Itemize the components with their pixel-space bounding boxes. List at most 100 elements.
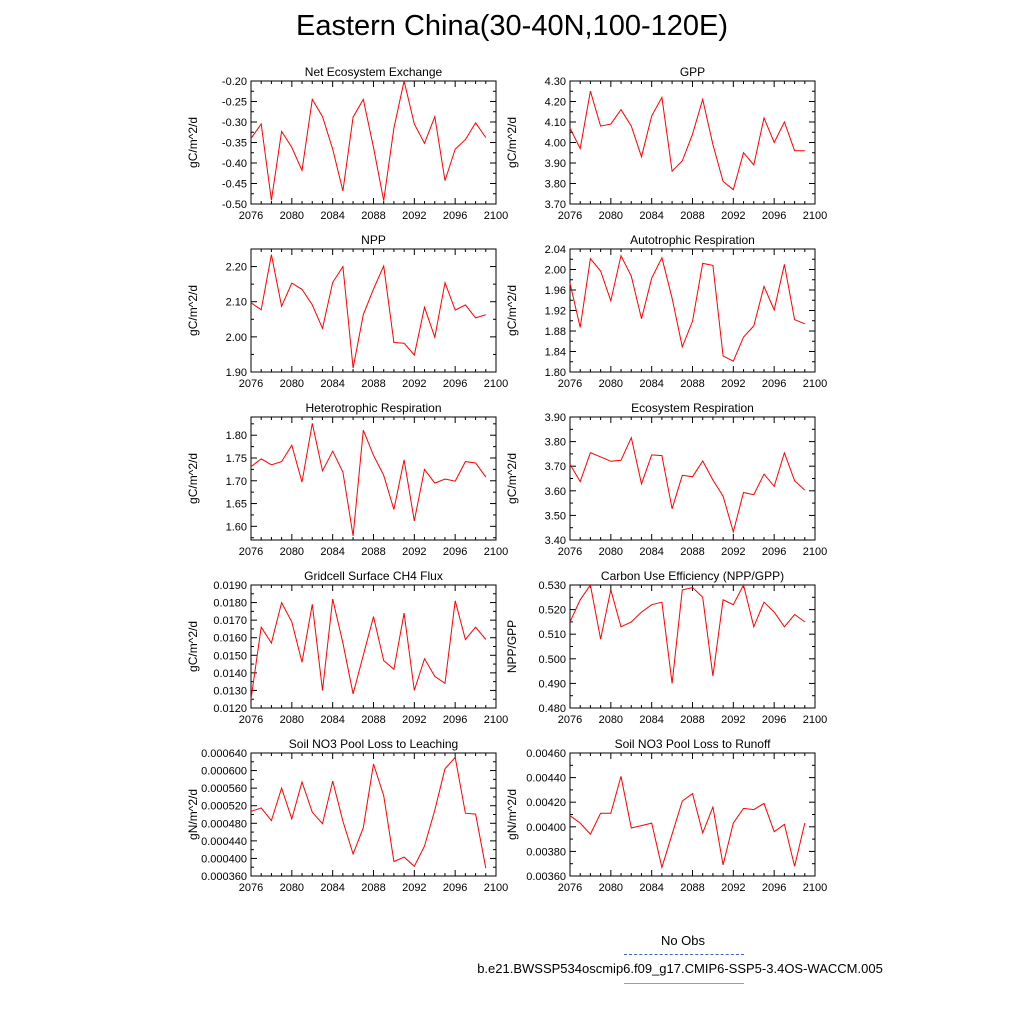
x-tick-label: 2080	[599, 714, 623, 726]
y-tick-label: 0.000440	[201, 836, 247, 848]
x-tick-label: 2096	[443, 378, 467, 390]
x-tick-label: 2100	[484, 210, 508, 222]
y-tick-label: 0.530	[538, 580, 566, 592]
x-tick-label: 2080	[599, 378, 623, 390]
x-tick-label: 2092	[721, 546, 745, 558]
y-axis-label: gC/m^2/d	[505, 285, 519, 336]
x-tick-label: 2088	[680, 546, 704, 558]
x-tick-label: 2084	[320, 714, 344, 726]
panel-title: Soil NO3 Pool Loss to Runoff	[615, 737, 772, 751]
y-axis-label: NPP/GPP	[505, 620, 519, 673]
y-tick-label: 3.70	[545, 199, 566, 211]
x-tick-label: 2080	[280, 546, 304, 558]
x-tick-label: 2080	[280, 210, 304, 222]
panel-1: Net Ecosystem Exchange gC/m^2/d 2076 2080 20…	[186, 65, 508, 222]
x-tick-label: 2100	[484, 882, 508, 894]
y-tick-label: 3.60	[545, 486, 566, 498]
x-tick-label: 2100	[484, 378, 508, 390]
panel-7: Gridcell Surface CH4 Flux gC/m^2/d 2076 208…	[186, 569, 508, 726]
x-tick-label: 2092	[402, 210, 426, 222]
x-tick-label: 2096	[443, 882, 467, 894]
legend-model-label: b.e21.BWSSP534oscmip6.f09_g17.CMIP6-SSP5…	[477, 961, 883, 976]
y-tick-label: 0.000480	[201, 818, 247, 830]
x-tick-label: 2088	[361, 714, 385, 726]
y-tick-label: 1.80	[545, 367, 566, 379]
panel-title: Carbon Use Efficiency (NPP/GPP)	[601, 569, 784, 583]
panel-5: Heterotrophic Respiration gC/m^2/d 2076 208…	[186, 401, 508, 558]
plot-frame	[569, 752, 816, 877]
panel-10: Soil NO3 Pool Loss to Runoff gN/m^2/d 2076…	[505, 737, 827, 894]
x-tick-label: 2092	[402, 882, 426, 894]
y-tick-label: 1.92	[545, 306, 566, 318]
x-tick-label: 2092	[721, 882, 745, 894]
plot-frame	[569, 584, 816, 709]
x-tick-label: 2100	[803, 378, 827, 390]
x-tick-label: 2084	[320, 378, 344, 390]
series-line	[569, 91, 805, 191]
x-tick-label: 2080	[280, 378, 304, 390]
panel-3: NPP gC/m^2/d 2076 2080 2084 2088 2092 2096 2100 1…	[186, 233, 508, 390]
y-tick-label: 3.70	[545, 461, 566, 473]
panel-title: Heterotrophic Respiration	[305, 401, 441, 415]
x-tick-label: 2084	[639, 546, 663, 558]
y-tick-label: 3.90	[545, 412, 566, 424]
x-tick-label: 2076	[239, 882, 263, 894]
x-tick-label: 2100	[803, 714, 827, 726]
x-tick-label: 2076	[558, 882, 582, 894]
y-tick-label: 1.75	[226, 453, 247, 465]
x-tick-label: 2088	[680, 714, 704, 726]
y-tick-label: 3.80	[545, 437, 566, 449]
x-tick-label: 2096	[762, 210, 786, 222]
y-tick-label: 0.000600	[201, 766, 247, 778]
legend-obs-label: No Obs	[660, 933, 706, 948]
y-tick-label: 0.0130	[213, 685, 247, 697]
x-tick-label: 2076	[239, 546, 263, 558]
y-axis-label: gC/m^2/d	[186, 117, 200, 168]
plot-frame	[569, 80, 816, 205]
y-tick-label: 0.00360	[526, 871, 566, 883]
panel-4: Autotrophic Respiration gC/m^2/d 2076 2080 2…	[505, 233, 827, 390]
y-tick-label: 1.96	[545, 285, 566, 297]
x-tick-label: 2080	[599, 882, 623, 894]
y-tick-label: 0.0190	[213, 580, 247, 592]
panel-title: Soil NO3 Pool Loss to Leaching	[289, 737, 458, 751]
x-tick-label: 2088	[361, 882, 385, 894]
x-tick-label: 2088	[680, 210, 704, 222]
x-tick-label: 2080	[599, 546, 623, 558]
y-tick-label: 4.20	[545, 97, 566, 109]
panel-8: Carbon Use Efficiency (NPP/GPP) NPP/GPP 20…	[505, 569, 827, 726]
x-tick-label: 2080	[280, 714, 304, 726]
y-tick-label: 1.90	[226, 367, 247, 379]
x-tick-label: 2084	[320, 210, 344, 222]
panel-9: Soil NO3 Pool Loss to Leaching gN/m^2/d 20…	[186, 737, 508, 894]
y-tick-label: -0.30	[222, 117, 247, 129]
x-tick-label: 2088	[361, 546, 385, 558]
x-tick-label: 2100	[803, 210, 827, 222]
plot-frame	[569, 416, 816, 541]
series-line	[569, 436, 806, 534]
series-line	[250, 254, 486, 369]
y-tick-label: 1.84	[545, 347, 566, 359]
series-line	[569, 254, 805, 362]
plot-frame	[250, 584, 497, 709]
x-tick-label: 2096	[443, 210, 467, 222]
y-tick-label: 0.0150	[213, 650, 247, 662]
legend-obs-line	[624, 954, 744, 955]
plot-frame	[250, 248, 497, 373]
x-tick-label: 2096	[762, 714, 786, 726]
y-tick-label: -0.45	[222, 179, 247, 191]
y-tick-label: 3.40	[545, 535, 566, 547]
y-tick-label: 3.90	[545, 158, 566, 170]
y-tick-label: 4.10	[545, 117, 566, 129]
x-tick-label: 2096	[762, 882, 786, 894]
x-tick-label: 2076	[558, 378, 582, 390]
x-tick-label: 2076	[239, 210, 263, 222]
x-tick-label: 2096	[762, 546, 786, 558]
x-tick-label: 2076	[239, 714, 263, 726]
y-tick-label: 0.000360	[201, 871, 247, 883]
x-tick-label: 2080	[599, 210, 623, 222]
y-tick-label: -0.35	[222, 138, 247, 150]
y-tick-label: 0.480	[538, 703, 566, 715]
y-axis-label: gN/m^2/d	[505, 789, 519, 840]
